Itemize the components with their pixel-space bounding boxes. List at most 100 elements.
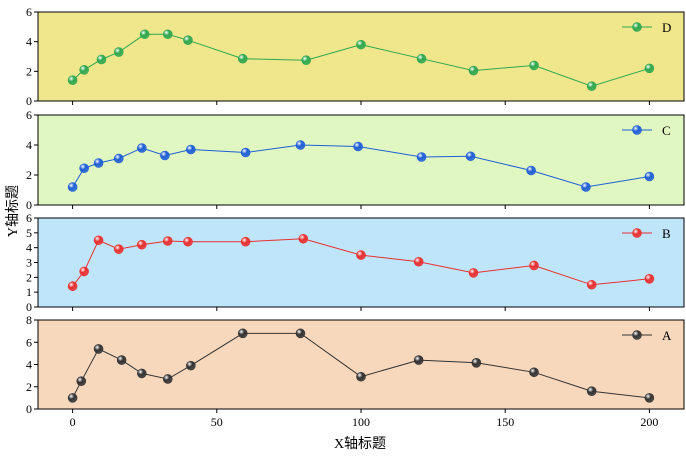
- panel-a-ytick-label: 8: [26, 313, 32, 327]
- panel-b-background: [37, 217, 685, 308]
- panel-a-point: [356, 371, 366, 382]
- panel-d-point: [356, 39, 366, 50]
- panel-c-point: [186, 144, 196, 155]
- panel-b-ytick-label: 4: [26, 241, 32, 255]
- panel-c-point: [644, 171, 655, 182]
- x-tick-label: 0: [70, 415, 76, 429]
- panel-a-background: [37, 319, 685, 410]
- panel-d-point: [79, 65, 89, 75]
- panel-b-ytick-label: 3: [26, 256, 32, 270]
- panel-d-point: [586, 81, 597, 91]
- panel-b-ytick-label: 0: [26, 300, 32, 314]
- panel-b-point: [240, 236, 251, 247]
- panel-d-ytick-label: 2: [26, 64, 32, 78]
- y-axis-title: Y轴标题: [5, 185, 21, 237]
- panel-a-point: [162, 374, 173, 384]
- panel-b-point: [468, 268, 479, 278]
- panel-c-point: [113, 153, 124, 164]
- panel-c-point: [93, 158, 104, 168]
- x-tick-label: 150: [496, 415, 514, 429]
- panel-a-point: [76, 376, 87, 386]
- panel-d-point: [96, 54, 107, 65]
- panel-d-point: [301, 55, 312, 66]
- panel-c-point: [295, 140, 306, 150]
- panel-a-ytick-label: 4: [26, 358, 32, 372]
- panel-c-point: [67, 182, 78, 192]
- panel-c-point: [465, 151, 476, 162]
- panel-d-point: [113, 47, 124, 57]
- panel-c-point: [79, 163, 89, 174]
- panel-d-point: [67, 75, 78, 86]
- panel-c: 0 2 4 6 C: [26, 108, 685, 212]
- panel-c-legend-label: C: [662, 123, 671, 138]
- panel-c-point: [526, 165, 536, 176]
- x-tick-label: 200: [640, 415, 658, 429]
- panel-b-point: [162, 236, 173, 246]
- panel-d-legend-marker: [632, 22, 642, 32]
- panel-a: 0 2 4 6 8 A: [26, 313, 685, 416]
- panel-b-point: [67, 281, 78, 292]
- panel-d-ytick-label: 6: [26, 5, 32, 19]
- panel-a-point: [137, 368, 147, 379]
- panel-c-point: [240, 147, 251, 158]
- panel-b-ytick-label: 2: [26, 270, 32, 284]
- panel-b-legend-label: B: [662, 226, 671, 241]
- panel-b-ytick-label: 6: [26, 211, 32, 225]
- panel-c-ytick-label: 4: [26, 138, 32, 152]
- panel-d-ytick-label: 0: [26, 94, 32, 108]
- panel-c-point: [581, 182, 591, 192]
- panel-c-point: [160, 150, 170, 161]
- panel-a-point: [586, 386, 597, 397]
- panel-b-point: [183, 236, 193, 247]
- panel-c-background: [37, 114, 685, 206]
- panel-d-point: [468, 65, 479, 76]
- panel-c-ytick-label: 2: [26, 168, 32, 182]
- panel-b-point: [79, 266, 89, 277]
- panel-a-point: [471, 358, 482, 368]
- x-tick-label: 100: [352, 415, 370, 429]
- panel-a-point: [93, 344, 104, 354]
- panel-b-point: [93, 235, 104, 246]
- x-tick-label: 50: [211, 415, 223, 429]
- panel-b-point: [529, 260, 539, 271]
- panel-a-point: [644, 393, 655, 403]
- panel-a-ytick-label: 2: [26, 380, 32, 394]
- panel-d-point: [529, 60, 539, 71]
- panel-a-point: [116, 355, 127, 365]
- panel-c-point: [416, 152, 427, 162]
- panel-c-legend-marker: [632, 125, 642, 135]
- panel-a-point: [67, 393, 78, 403]
- panel-c-ytick-label: 6: [26, 108, 32, 122]
- panel-d-point: [237, 53, 248, 64]
- panel-d-point: [183, 35, 193, 45]
- panel-b-point: [413, 256, 424, 267]
- panel-d-legend-label: D: [662, 20, 671, 35]
- panel-a-point: [186, 360, 196, 371]
- panel-a-ytick-label: 6: [26, 335, 32, 349]
- panel-b-legend-marker: [632, 228, 642, 238]
- panel-d-background: [37, 11, 685, 102]
- panel-a-point: [413, 355, 424, 365]
- panel-a-legend-marker: [632, 330, 642, 340]
- panel-b-ytick-label: 1: [26, 285, 32, 299]
- panel-c-point: [137, 143, 147, 153]
- panel-a-point: [529, 367, 539, 378]
- panel-b-point: [356, 250, 366, 260]
- panel-c-ytick-label: 0: [26, 198, 32, 212]
- panel-c-point: [353, 141, 363, 152]
- panel-d: 0 2 4 6 D: [26, 5, 685, 108]
- panel-d-point: [644, 63, 655, 74]
- panel-b-point: [644, 274, 655, 284]
- panel-d-point: [416, 53, 427, 64]
- panel-d-point: [162, 29, 173, 40]
- panel-b-point: [298, 233, 309, 244]
- panel-b-point: [113, 244, 124, 254]
- panel-a-point: [237, 328, 248, 339]
- panel-a-point: [295, 328, 306, 339]
- panel-b-point: [586, 279, 597, 290]
- panel-d-point: [139, 29, 150, 40]
- panel-a-ytick-label: 0: [26, 402, 32, 416]
- panel-b-ytick-label: 5: [26, 226, 32, 240]
